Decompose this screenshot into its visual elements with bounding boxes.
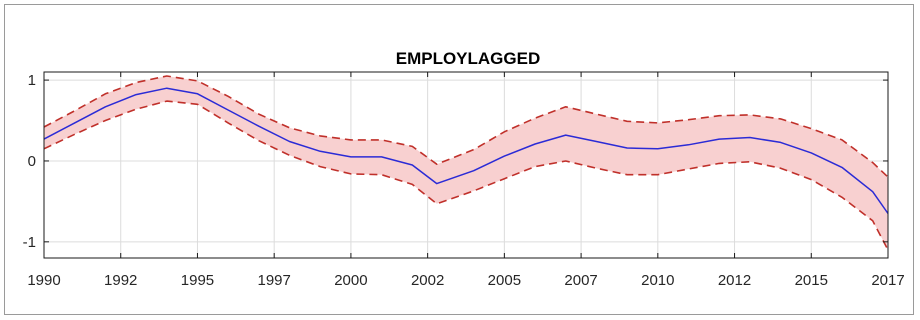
x-tick-label-11: 2017 (871, 272, 904, 289)
estimate-line (43, 87, 889, 214)
x-tick-label-0: 1990 (27, 272, 60, 289)
x-tick-label-4: 2000 (334, 272, 367, 289)
y-tick-label-0: -1 (23, 234, 36, 251)
x-tick-label-1: 1992 (104, 272, 137, 289)
y-tick-label-2: 1 (28, 72, 36, 89)
x-tick-label-6: 2005 (488, 272, 521, 289)
series-layer (43, 75, 889, 251)
y-tick-label-1: 0 (28, 153, 36, 170)
tick-layer: 1990 1992 1995 1997 2000 2002 2005 2007 2010 2012… (23, 72, 905, 289)
confidence-band-fill (44, 76, 888, 250)
lower-bound-line (43, 100, 889, 251)
upper-bound-line (43, 75, 889, 178)
axes-box (43, 71, 889, 259)
x-tick-label-10: 2015 (795, 272, 828, 289)
chart-title: EMPLOYLAGGED (396, 49, 541, 68)
x-tick-label-7: 2007 (564, 272, 597, 289)
x-tick-label-9: 2012 (718, 272, 751, 289)
x-tick-label-2: 1995 (181, 272, 214, 289)
confidence-band-layer (44, 76, 888, 250)
x-tick-label-5: 2002 (411, 272, 444, 289)
x-tick-label-8: 2010 (641, 272, 674, 289)
x-tick-label-3: 1997 (257, 272, 290, 289)
